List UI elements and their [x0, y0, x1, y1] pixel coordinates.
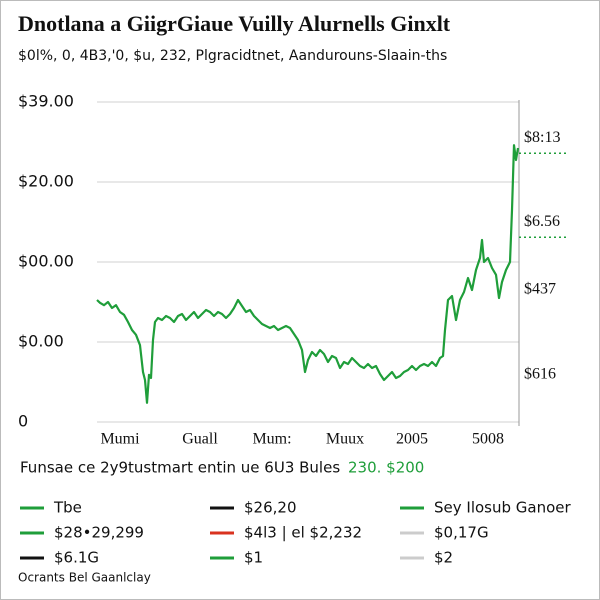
legend-label: $4l3 | el $2,232 [244, 524, 362, 542]
annotation-label: $6.56 [524, 213, 560, 230]
note-highlight: 230. $200 [348, 459, 424, 477]
y-tick-label: $20.00 [18, 172, 74, 191]
legend-label: $26,20 [244, 499, 297, 517]
x-tick-label: 5008 [472, 431, 504, 448]
chart-subtitle: $0l%, 0, 4B3,'0, $u, 232, Plgracidtnet, … [18, 48, 447, 64]
note: Funsae ce 2y9tustmart entin ue 6U3 Bules [20, 459, 340, 477]
source: Ocrants Bel Gaanlclay [18, 571, 151, 585]
x-tick-label: 2005 [396, 431, 428, 448]
legend-label: $28•29,299 [54, 524, 144, 542]
x-tick-label: Muux [326, 431, 364, 448]
annotation-label: $616 [524, 365, 556, 382]
chart-title: Dnotlana a GiigrGiaue Vuilly Alurnells G… [18, 11, 451, 36]
legend-label: Tbe [53, 499, 82, 517]
y-tick-label: 0 [18, 412, 28, 431]
x-tick-label: Mum: [252, 431, 291, 448]
legend-label: $6.1G [54, 549, 99, 567]
series-line [96, 144, 520, 404]
x-tick-label: Mumi [100, 431, 140, 448]
legend-label: Sey Ilosub Ganoer [434, 499, 572, 517]
annotation-label: $8:13 [524, 129, 560, 146]
y-tick-label: $00.00 [18, 252, 74, 271]
legend-label: $1 [244, 549, 263, 567]
y-tick-label: $39.00 [18, 92, 74, 111]
annotation-label: $437 [524, 281, 556, 298]
y-tick-label: $0.00 [18, 332, 64, 351]
x-tick-label: Guall [182, 431, 218, 448]
legend-label: $2 [434, 549, 453, 567]
legend-label: $0,17G [434, 524, 489, 542]
